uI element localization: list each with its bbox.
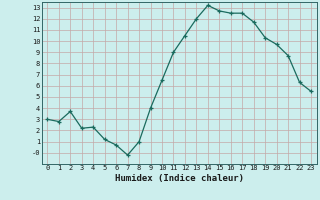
X-axis label: Humidex (Indice chaleur): Humidex (Indice chaleur) [115,174,244,183]
